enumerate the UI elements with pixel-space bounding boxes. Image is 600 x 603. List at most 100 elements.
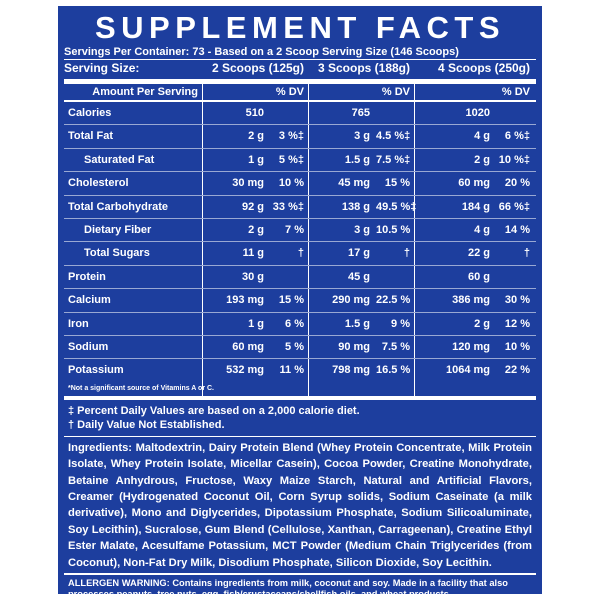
table-row: Total Sugars 11 g † 17 g † 22 g † <box>64 242 536 266</box>
serving-size-col-3: 4 Scoops (250g) <box>437 61 530 75</box>
nutrient-dv: 10 % <box>278 177 304 190</box>
nutrient-dv: 15 % <box>384 177 410 190</box>
nutrient-amount: 2 g <box>248 223 264 236</box>
table-row: Saturated Fat 1 g 5 %‡ 1.5 g 7.5 %‡ 2 g 10 %‡ <box>64 148 536 173</box>
table-body: Calories 510 765 1020 Total Fat 2 g 3 %‡ 3 g 4.5… <box>64 102 536 382</box>
nutrient-dv <box>270 266 304 288</box>
nutrient-dv <box>496 102 530 124</box>
serving-size-col-2: 3 Scoops (188g) <box>317 61 410 75</box>
nutrient-amount: 1 g <box>248 317 264 330</box>
nutrient-amount: 120 mg <box>452 340 490 353</box>
nutrient-amount: 2 g <box>474 153 490 166</box>
serving-size-col-1: 2 Scoops (125g) <box>211 61 304 75</box>
table-row: Total Fat 2 g 3 %‡ 3 g 4.5 %‡ 4 g 6 %‡ <box>64 125 536 149</box>
nutrient-dv: 6 % <box>285 317 304 330</box>
nutrient-amount: 17 g <box>347 247 370 260</box>
nutrient-amount: 3 g <box>354 223 370 236</box>
table-header-row: Amount Per Serving % DV % DV % DV <box>64 84 536 102</box>
panel-title: SUPPLEMENT FACTS <box>94 10 506 45</box>
nutrient-dv: † <box>403 247 410 260</box>
nutrient-amount: 1.5 g <box>344 153 370 166</box>
nutrient-amount: 60 mg <box>458 177 490 190</box>
nutrient-dv: 7.5 %‡ <box>376 153 411 166</box>
nutrient-label: Total Carbohydrate <box>68 200 169 213</box>
nutrient-amount: 510 <box>245 107 264 119</box>
nutrient-amount: 4 g <box>474 223 490 236</box>
table-row: Cholesterol 30 mg 10 % 45 mg 15 % 60 mg 20 % <box>64 172 536 196</box>
nutrient-label: Total Sugars <box>84 247 150 260</box>
nutrient-amount: 184 g <box>461 200 490 213</box>
nutrient-amount: 2 g <box>474 317 490 330</box>
nutrient-amount: 532 mg <box>226 364 264 377</box>
table-row: Calories 510 765 1020 <box>64 102 536 126</box>
nutrient-dv: 3 %‡ <box>278 130 304 143</box>
nutrient-dv: 10 %‡ <box>498 153 530 166</box>
nutrient-dv: 5 % <box>285 340 304 353</box>
nutrient-amount: 1064 mg <box>445 364 490 377</box>
nutrient-amount: 60 g <box>467 270 490 283</box>
nutrient-amount: 798 mg <box>332 364 370 377</box>
nutrient-label: Calcium <box>68 294 111 307</box>
table-row: Dietary Fiber 2 g 7 % 3 g 10.5 % 4 g 14 % <box>64 218 536 243</box>
nutrient-dv: 5 %‡ <box>278 153 304 166</box>
footnote-not-established: † Daily Value Not Established. <box>68 418 225 431</box>
nutrient-amount: 60 mg <box>232 340 264 353</box>
nutrient-label: Iron <box>68 317 89 330</box>
nutrient-dv: 16.5 % <box>376 364 411 377</box>
nutrient-dv: 33 %‡ <box>272 200 304 213</box>
nutrient-dv: 10 % <box>504 340 530 353</box>
footnotes: ‡ Percent Daily Values are based on a 2,… <box>64 400 536 437</box>
nutrient-dv <box>270 102 304 124</box>
amount-per-serving-label: Amount Per Serving <box>92 86 198 98</box>
nutrient-amount: 1.5 g <box>344 317 370 330</box>
nutrient-label: Saturated Fat <box>84 153 155 166</box>
dv-header: % DV <box>275 86 304 98</box>
nutrient-dv: † <box>297 247 304 260</box>
nutrient-dv: 4.5 %‡ <box>376 130 411 143</box>
table-row: Calcium 193 mg 15 % 290 mg 22.5 % 386 mg 30 % <box>64 289 536 313</box>
nutrient-dv <box>376 266 410 288</box>
serving-size-label: Serving Size: <box>64 61 140 75</box>
nutrient-amount: 90 mg <box>338 340 370 353</box>
nutrient-dv: 22.5 % <box>376 294 411 307</box>
nutrient-amount: 2 g <box>248 130 264 143</box>
nutrient-amount: 138 g <box>341 200 370 213</box>
nutrient-dv: 7.5 % <box>381 340 410 353</box>
nutrient-dv: 10.5 % <box>376 223 411 236</box>
dv-header: % DV <box>501 86 530 98</box>
nutrient-dv: 66 %‡ <box>498 200 530 213</box>
nutrient-dv <box>496 266 530 288</box>
nutrient-label: Cholesterol <box>68 177 129 190</box>
nutrient-label: Calories <box>68 107 112 119</box>
nutrient-amount: 30 mg <box>232 177 264 190</box>
table-row: Sodium 60 mg 5 % 90 mg 7.5 % 120 mg 10 % <box>64 335 536 360</box>
ingredients-list: Ingredients: Maltodextrin, Dairy Protein… <box>64 437 536 575</box>
nutrient-amount: 1 g <box>248 153 264 166</box>
nutrient-amount: 386 mg <box>452 294 490 307</box>
nutrient-amount: 22 g <box>467 247 490 260</box>
vitamin-note: *Not a significant source of Vitamins A … <box>68 384 214 392</box>
serving-size-row: Serving Size: 2 Scoops (125g) 3 Scoops (… <box>64 60 536 84</box>
footnote-dv: ‡ Percent Daily Values are based on a 2,… <box>68 404 360 417</box>
table-row: Potassium 532 mg 11 % 798 mg 16.5 % 1064 mg 22… <box>64 359 536 382</box>
nutrition-table: Amount Per Serving % DV % DV % DV Calori… <box>64 84 536 400</box>
table-row: Total Carbohydrate 92 g 33 %‡ 138 g 49.5 %‡ 1… <box>64 195 536 219</box>
nutrient-label: Protein <box>68 270 106 283</box>
nutrient-dv: 49.5 %‡ <box>376 200 417 213</box>
table-row: Protein 30 g 45 g 60 g <box>64 265 536 290</box>
supplement-facts-panel: SUPPLEMENT FACTS Servings Per Container:… <box>58 6 542 599</box>
nutrient-amount: 3 g <box>354 130 370 143</box>
nutrient-dv: 14 % <box>504 223 530 236</box>
table-note-row: *Not a significant source of Vitamins A … <box>64 381 536 400</box>
nutrient-amount: 1020 <box>465 107 490 119</box>
nutrient-amount: 30 g <box>241 270 264 283</box>
nutrient-dv: 30 % <box>504 294 530 307</box>
nutrient-dv: 15 % <box>278 294 304 307</box>
nutrient-dv: 7 % <box>285 223 304 236</box>
dv-header: % DV <box>381 86 410 98</box>
nutrient-amount: 765 <box>351 107 370 119</box>
nutrient-dv: 6 %‡ <box>504 130 530 143</box>
nutrient-label: Potassium <box>68 364 124 377</box>
nutrient-dv: 12 % <box>504 317 530 330</box>
nutrient-amount: 193 mg <box>226 294 264 307</box>
